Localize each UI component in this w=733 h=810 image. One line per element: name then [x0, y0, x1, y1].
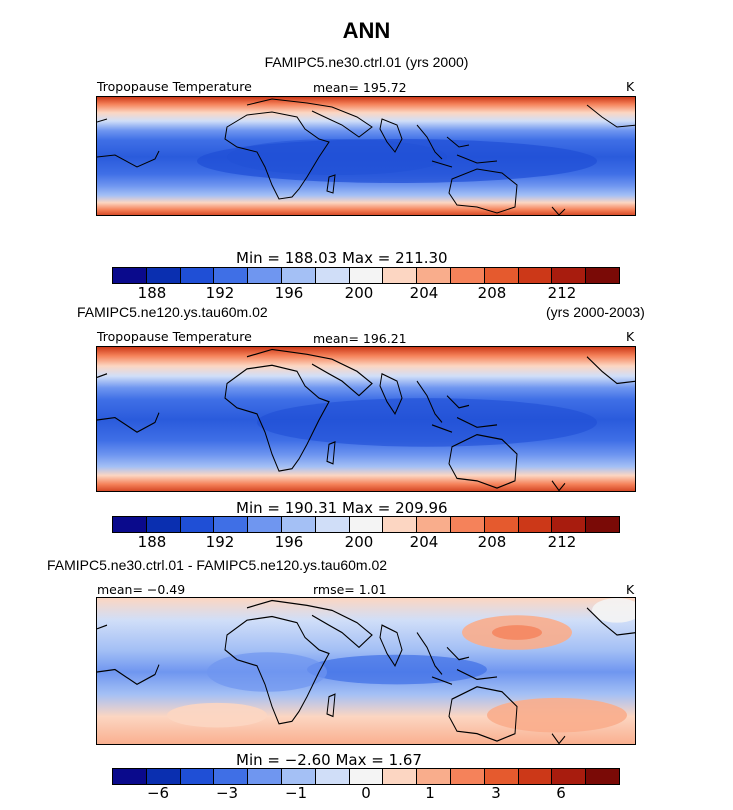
colorbar-swatch — [586, 769, 619, 784]
colorbar-swatch — [450, 517, 485, 532]
panel1-title: FAMIPC5.ne30.ctrl.01 (yrs 2000) — [264, 54, 469, 70]
panel3-tick: 1 — [425, 784, 435, 802]
colorbar-swatch — [248, 769, 282, 784]
panel2-tick: 208 — [477, 533, 507, 551]
panel2-tick: 212 — [547, 533, 577, 551]
panel2-tick: 200 — [344, 533, 374, 551]
panel1-field-label: Tropopause Temperature — [97, 79, 252, 94]
panel3-contour-plot — [97, 598, 635, 744]
panel1-mean: mean= 195.72 — [313, 80, 407, 95]
colorbar-swatch — [586, 268, 619, 283]
panel3-tick: 3 — [491, 784, 501, 802]
panel3-tick: −3 — [215, 784, 239, 802]
panel1-tick: 192 — [205, 284, 235, 302]
colorbar-swatch — [552, 268, 587, 283]
colorbar-swatch — [146, 517, 181, 532]
colorbar-swatch — [552, 517, 587, 532]
colorbar-swatch — [383, 268, 418, 283]
colorbar-swatch — [113, 268, 147, 283]
colorbar-swatch — [552, 769, 587, 784]
colorbar-swatch — [518, 268, 553, 283]
panel2-units: K — [626, 329, 635, 344]
panel1-tick: 196 — [274, 284, 304, 302]
colorbar-swatch — [113, 769, 147, 784]
colorbar-swatch — [113, 517, 147, 532]
colorbar-swatch — [248, 517, 282, 532]
colorbar-swatch — [349, 769, 384, 784]
colorbar-swatch — [180, 268, 215, 283]
colorbar-swatch — [315, 517, 350, 532]
panel2-colorbar — [112, 516, 620, 533]
panel2-minmax: Min = 190.31 Max = 209.96 — [236, 499, 448, 517]
colorbar-swatch — [315, 268, 350, 283]
colorbar-swatch — [518, 517, 553, 532]
colorbar-swatch — [281, 769, 316, 784]
colorbar-swatch — [484, 517, 519, 532]
panel3-tick: −6 — [146, 784, 170, 802]
panel1-tick: 212 — [547, 284, 577, 302]
panel1-tick: 188 — [137, 284, 167, 302]
colorbar-swatch — [214, 517, 249, 532]
colorbar-swatch — [417, 268, 451, 283]
colorbar-swatch — [518, 769, 553, 784]
panel2-title: FAMIPC5.ne120.ys.tau60m.02 — [77, 304, 268, 320]
figure-title: ANN — [342, 18, 391, 43]
panel1-tick: 200 — [344, 284, 374, 302]
colorbar-swatch — [214, 268, 249, 283]
panel2-tick: 192 — [205, 533, 235, 551]
panel3-colorbar — [112, 768, 620, 785]
colorbar-swatch — [349, 517, 384, 532]
colorbar-swatch — [315, 769, 350, 784]
colorbar-swatch — [281, 268, 316, 283]
panel1-minmax: Min = 188.03 Max = 211.30 — [236, 249, 448, 267]
colorbar-swatch — [180, 769, 215, 784]
colorbar-swatch — [180, 517, 215, 532]
colorbar-swatch — [214, 769, 249, 784]
panel2-tick: 188 — [137, 533, 167, 551]
panel2-years: (yrs 2000-2003) — [546, 304, 645, 320]
colorbar-swatch — [450, 769, 485, 784]
panel3-tick: 0 — [361, 784, 371, 802]
colorbar-swatch — [281, 517, 316, 532]
panel3-title: FAMIPC5.ne30.ctrl.01 - FAMIPC5.ne120.ys.… — [47, 557, 388, 573]
panel2-field-label: Tropopause Temperature — [97, 329, 252, 344]
colorbar-swatch — [417, 769, 451, 784]
colorbar-swatch — [146, 268, 181, 283]
colorbar-swatch — [349, 268, 384, 283]
colorbar-swatch — [146, 769, 181, 784]
panel2-map — [96, 346, 636, 492]
panel1-units: K — [626, 79, 635, 94]
panel2-mean: mean= 196.21 — [313, 331, 407, 346]
panel1-tick: 208 — [477, 284, 507, 302]
colorbar-swatch — [383, 517, 418, 532]
panel3-units: K — [626, 582, 635, 597]
panel1-contour-plot — [97, 97, 635, 215]
panel3-map — [96, 597, 636, 745]
colorbar-swatch — [484, 769, 519, 784]
panel2-tick: 204 — [409, 533, 439, 551]
panel2-contour-plot — [97, 347, 635, 491]
colorbar-swatch — [417, 517, 451, 532]
panel2-tick: 196 — [274, 533, 304, 551]
panel1-map — [96, 96, 636, 216]
panel1-tick: 204 — [409, 284, 439, 302]
panel3-tick: −1 — [284, 784, 308, 802]
colorbar-swatch — [484, 268, 519, 283]
panel3-tick: 6 — [556, 784, 566, 802]
panel3-minmax: Min = −2.60 Max = 1.67 — [236, 751, 422, 769]
colorbar-swatch — [383, 769, 418, 784]
colorbar-swatch — [248, 268, 282, 283]
panel1-colorbar — [112, 267, 620, 284]
colorbar-swatch — [586, 517, 619, 532]
panel3-mean: mean= −0.49 — [97, 582, 186, 597]
colorbar-swatch — [450, 268, 485, 283]
panel3-rmse: rmse= 1.01 — [313, 582, 387, 597]
